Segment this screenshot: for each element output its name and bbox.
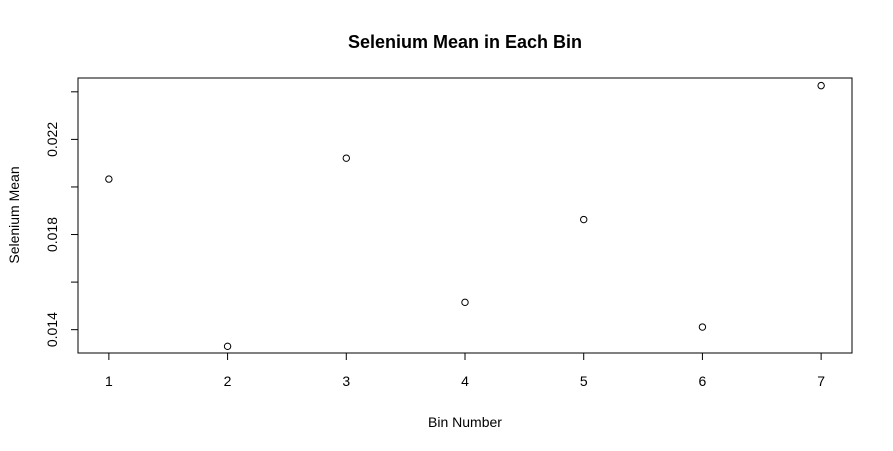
plot-frame <box>77 77 853 354</box>
x-axis-label: Bin Number <box>428 414 502 430</box>
data-point <box>817 81 825 90</box>
x-tick-label: 7 <box>817 373 825 389</box>
chart-title: Selenium Mean in Each Bin <box>348 32 582 52</box>
data-point <box>580 215 588 224</box>
x-tick-label: 3 <box>342 373 350 389</box>
data-points <box>105 81 825 351</box>
data-point <box>342 154 350 162</box>
x-tick-label: 1 <box>105 373 113 389</box>
x-axis: 1 2 3 4 5 6 7 <box>105 352 825 389</box>
y-tick-label: 0.022 <box>44 122 60 157</box>
y-axis-label: Selenium Mean <box>6 166 22 263</box>
x-tick-label: 4 <box>461 373 469 389</box>
y-tick-label: 0.018 <box>44 217 60 252</box>
y-tick-label: 0.014 <box>44 312 60 347</box>
x-tick-label: 2 <box>224 373 232 389</box>
x-tick-label: 6 <box>699 373 707 389</box>
data-point <box>461 298 469 307</box>
y-axis: 0.014 0.018 0.022 <box>44 91 79 347</box>
data-point <box>698 323 707 331</box>
data-point <box>223 342 232 351</box>
x-tick-label: 5 <box>580 373 588 389</box>
data-point <box>105 175 113 183</box>
